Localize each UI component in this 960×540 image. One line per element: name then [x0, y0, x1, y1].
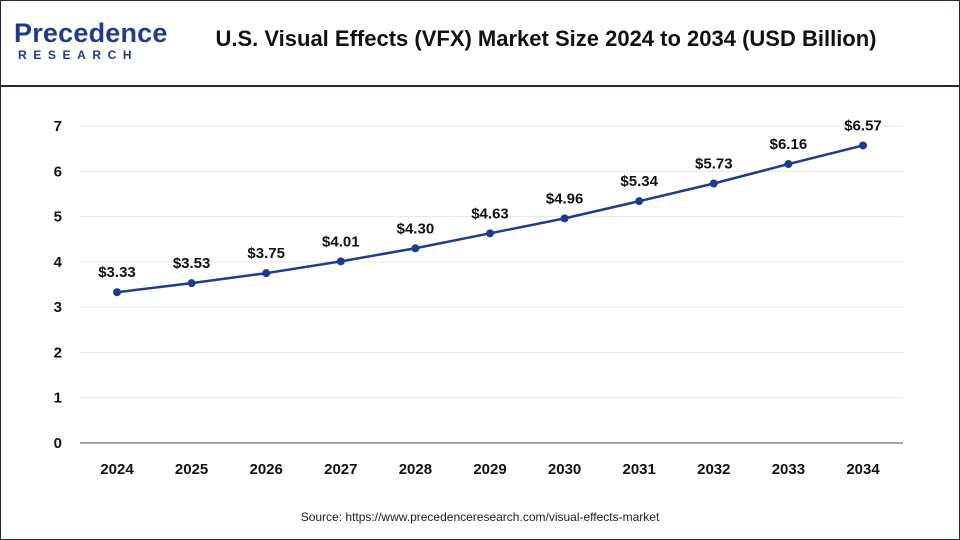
- data-label: $5.34: [620, 173, 658, 190]
- x-tick-label: 2027: [324, 461, 357, 478]
- y-tick-label: 7: [54, 118, 62, 135]
- data-point: [187, 279, 196, 288]
- y-tick-label: 5: [54, 209, 62, 226]
- y-tick-label: 3: [54, 299, 62, 316]
- data-label: $3.75: [247, 245, 285, 262]
- data-point: [336, 257, 345, 266]
- data-label: $6.57: [844, 117, 882, 134]
- data-label: $4.96: [546, 190, 584, 207]
- x-tick-label: 2025: [175, 461, 208, 478]
- y-tick-label: 6: [54, 163, 62, 180]
- x-tick-label: 2030: [548, 461, 581, 478]
- x-tick-label: 2034: [846, 461, 880, 478]
- x-tick-label: 2024: [100, 461, 134, 478]
- data-label: $4.01: [322, 233, 360, 250]
- y-tick-label: 1: [54, 390, 62, 407]
- data-point: [560, 214, 569, 223]
- data-label: $4.63: [471, 205, 509, 222]
- header: Precedence RESEARCH U.S. Visual Effects …: [0, 0, 960, 86]
- logo-sub-text: RESEARCH: [18, 48, 139, 62]
- data-point: [113, 288, 121, 297]
- data-label: $4.30: [397, 220, 435, 237]
- data-point: [262, 269, 271, 278]
- y-tick-label: 4: [54, 254, 63, 271]
- data-point: [486, 229, 494, 238]
- x-tick-label: 2029: [473, 461, 506, 478]
- data-point: [635, 197, 644, 206]
- data-point: [411, 244, 420, 253]
- x-tick-label: 2026: [250, 461, 283, 478]
- data-point: [709, 179, 718, 188]
- chart-title: U.S. Visual Effects (VFX) Market Size 20…: [215, 26, 877, 51]
- y-tick-label: 2: [54, 344, 62, 361]
- header-divider: [0, 85, 960, 87]
- data-point: [859, 141, 867, 150]
- x-tick-label: 2033: [772, 461, 805, 478]
- data-label: $5.73: [695, 156, 733, 173]
- x-tick-label: 2031: [623, 461, 656, 478]
- data-label: $3.33: [98, 264, 136, 281]
- y-tick-label: 0: [54, 435, 62, 452]
- data-label: $6.16: [770, 136, 808, 153]
- logo-main-text: Precedence: [14, 18, 168, 48]
- x-tick-label: 2032: [697, 461, 730, 478]
- x-tick-label: 2028: [399, 461, 432, 478]
- source-note: Source: https://www.precedenceresearch.c…: [300, 510, 660, 524]
- precedence-research-logo: Precedence RESEARCH: [14, 16, 167, 66]
- data-label: $3.53: [173, 255, 211, 272]
- data-point: [784, 160, 793, 169]
